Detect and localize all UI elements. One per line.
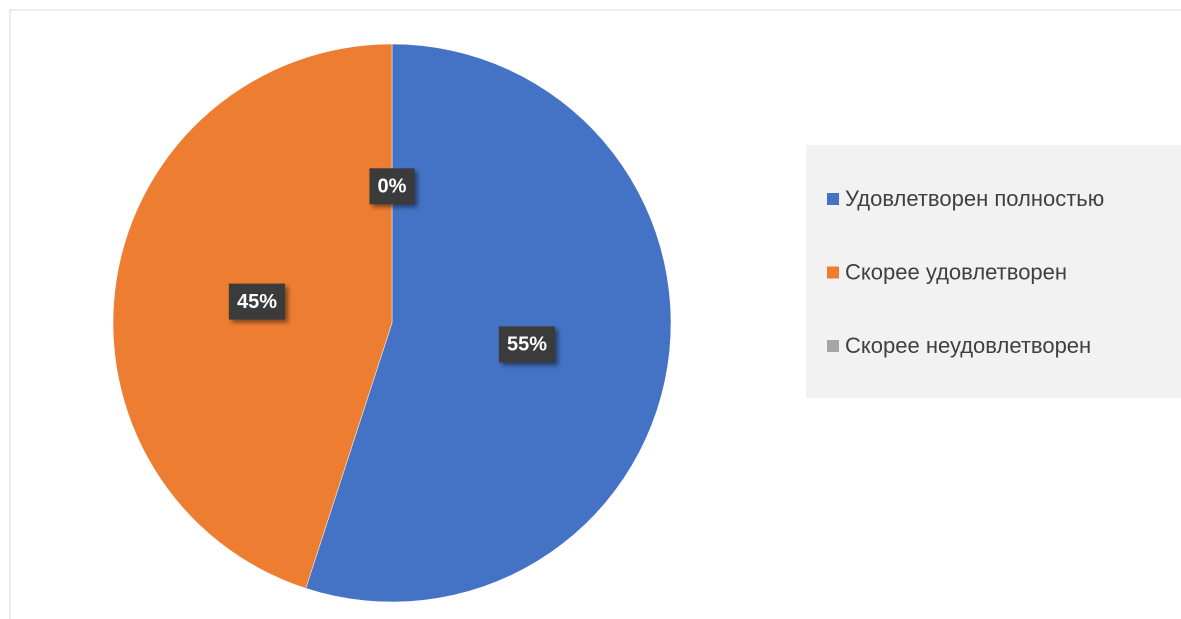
- pie: [112, 43, 672, 603]
- legend-background: [806, 145, 1181, 398]
- legend-swatch: [827, 193, 839, 205]
- data-label-box: [228, 283, 286, 320]
- legend-label: Скорее удовлетворен: [845, 259, 1067, 284]
- data-label-box: [498, 326, 556, 363]
- data-labels: 55% 45% 0%: [228, 168, 556, 363]
- data-label: 55%: [507, 334, 547, 356]
- legend-swatch: [827, 340, 839, 352]
- legend-swatch: [827, 266, 839, 279]
- legend: Удовлетворен полностью Скорее удовлетворе…: [827, 186, 1104, 358]
- data-label: 0%: [378, 176, 407, 198]
- data-label-box: [369, 168, 415, 205]
- legend-label: Скорее неудовлетворен: [845, 333, 1091, 358]
- data-label: 45%: [237, 291, 277, 313]
- legend-label: Удовлетворен полностью: [845, 186, 1104, 211]
